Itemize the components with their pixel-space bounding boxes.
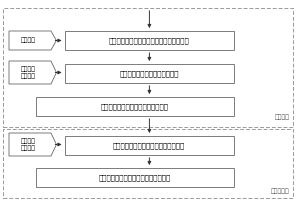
Text: 将测试样本的监测信号变换到基准工况: 将测试样本的监测信号变换到基准工况 xyxy=(113,142,185,149)
Text: 失效时间: 失效时间 xyxy=(21,38,36,43)
Text: 状态值估计: 状态值估计 xyxy=(271,188,290,194)
Text: 利用粒子滤波算法在线估计设备状态値: 利用粒子滤波算法在线估计设备状态値 xyxy=(99,174,171,181)
Text: 利用线性插値估计信号变换参数: 利用线性插値估计信号变换参数 xyxy=(119,70,179,77)
FancyBboxPatch shape xyxy=(36,168,234,187)
FancyBboxPatch shape xyxy=(64,31,234,50)
FancyBboxPatch shape xyxy=(36,97,234,116)
FancyBboxPatch shape xyxy=(64,136,234,155)
Text: 运行状态
监测信号: 运行状态 监测信号 xyxy=(21,66,36,79)
Text: 参数估计: 参数估计 xyxy=(274,114,290,120)
Polygon shape xyxy=(9,133,56,156)
Polygon shape xyxy=(9,61,56,84)
FancyBboxPatch shape xyxy=(64,64,234,83)
Polygon shape xyxy=(9,31,56,50)
Text: 利用极大似然估计法估计状态转移方程参数: 利用极大似然估计法估计状态转移方程参数 xyxy=(109,37,190,44)
Text: 运行状态
监测信号: 运行状态 监测信号 xyxy=(21,138,36,151)
Text: 利用变换后的信号估计观测方程参数: 利用变换后的信号估计观测方程参数 xyxy=(101,103,169,110)
